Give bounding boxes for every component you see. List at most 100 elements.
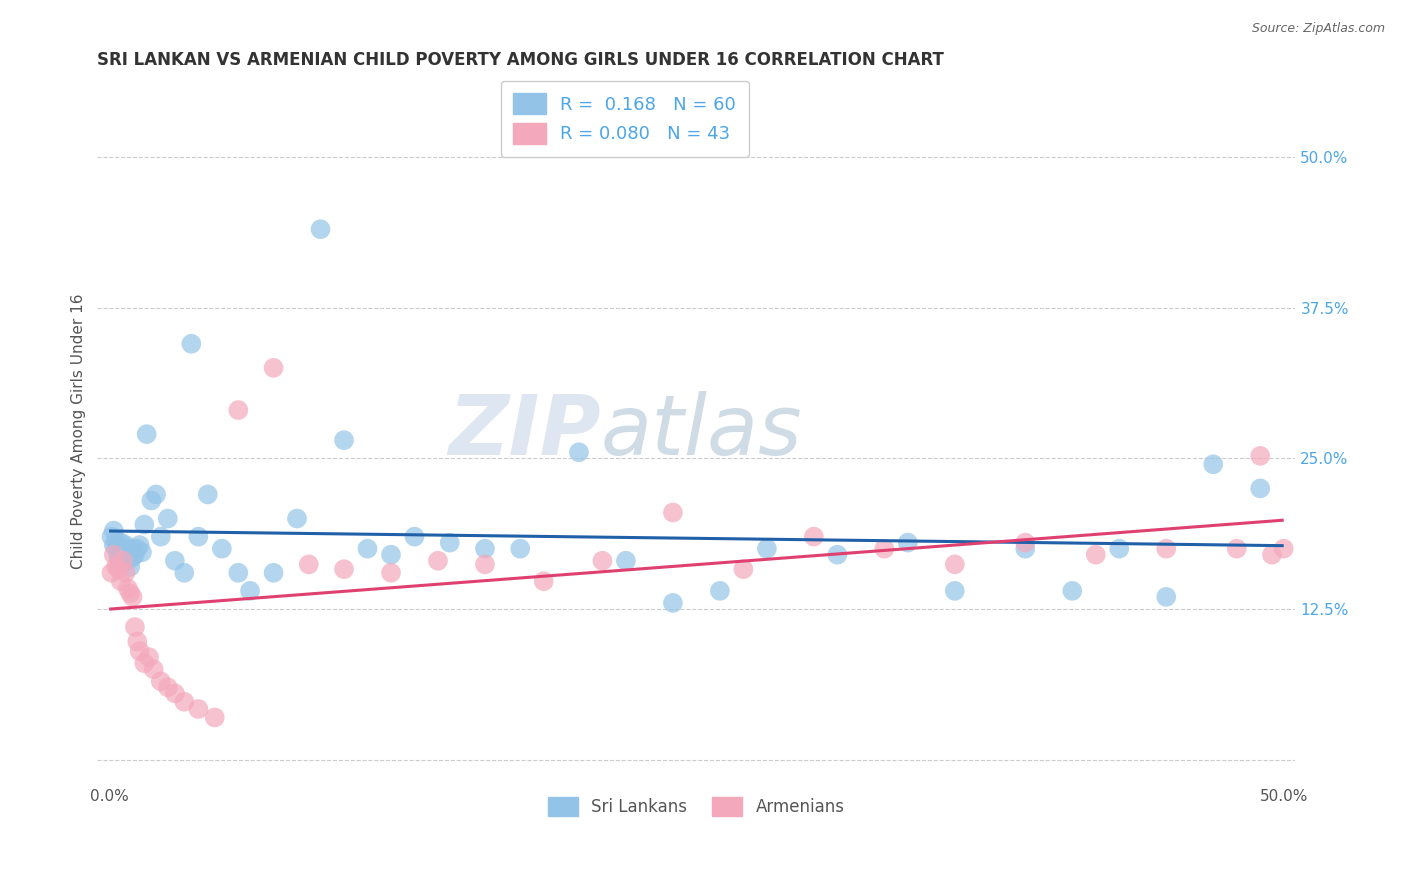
Point [380, 548, 402, 562]
Point [1202, 458, 1225, 472]
Point [427, 554, 450, 568]
Point [533, 574, 555, 589]
Point [226, 566, 249, 580]
Point [873, 541, 896, 556]
Point [124, 548, 146, 562]
Point [1154, 590, 1177, 604]
Point [187, 530, 209, 544]
Point [1272, 541, 1295, 556]
Point [114, 538, 136, 552]
Point [112, 554, 135, 568]
Point [163, 554, 186, 568]
Point [298, 558, 321, 572]
Point [474, 541, 496, 556]
Point [112, 554, 135, 568]
Point [897, 535, 920, 549]
Point [103, 524, 125, 538]
Point [1226, 541, 1249, 556]
Point [211, 541, 233, 556]
Point [112, 548, 135, 562]
Point [103, 538, 125, 552]
Point [114, 550, 136, 565]
Point [827, 548, 849, 562]
Point [591, 554, 613, 568]
Point [128, 538, 150, 552]
Point [134, 517, 156, 532]
Point [439, 535, 461, 549]
Point [1108, 541, 1130, 556]
Point [662, 596, 685, 610]
Point [117, 582, 139, 596]
Point [755, 541, 778, 556]
Point [131, 545, 153, 559]
Point [204, 710, 226, 724]
Point [117, 554, 139, 568]
Point [1249, 449, 1271, 463]
Point [309, 222, 332, 236]
Point [121, 550, 143, 565]
Point [107, 562, 129, 576]
Point [197, 487, 219, 501]
Point [156, 681, 179, 695]
Point [333, 562, 356, 576]
Point [943, 583, 966, 598]
Point [226, 403, 249, 417]
Point [105, 533, 128, 548]
Point [180, 336, 202, 351]
Point [120, 559, 142, 574]
Point [107, 550, 129, 565]
Point [380, 566, 402, 580]
Point [1014, 535, 1036, 549]
Point [100, 566, 122, 580]
Point [1249, 482, 1271, 496]
Point [103, 548, 125, 562]
Point [1062, 583, 1084, 598]
Point [100, 530, 122, 544]
Point [117, 541, 139, 556]
Point [156, 511, 179, 525]
Point [149, 530, 172, 544]
Point [733, 562, 755, 576]
Text: atlas: atlas [600, 391, 803, 472]
Text: SRI LANKAN VS ARMENIAN CHILD POVERTY AMONG GIRLS UNDER 16 CORRELATION CHART: SRI LANKAN VS ARMENIAN CHILD POVERTY AMO… [97, 51, 945, 69]
Point [105, 541, 128, 556]
Point [263, 360, 285, 375]
Point [187, 702, 209, 716]
Point [1261, 548, 1284, 562]
Point [943, 558, 966, 572]
Point [114, 566, 136, 580]
Point [110, 574, 132, 589]
Point [121, 541, 143, 556]
Point [149, 674, 172, 689]
Text: Source: ZipAtlas.com: Source: ZipAtlas.com [1251, 22, 1385, 36]
Point [121, 590, 143, 604]
Point [509, 541, 531, 556]
Point [120, 586, 142, 600]
Point [474, 558, 496, 572]
Point [1014, 541, 1036, 556]
Point [1154, 541, 1177, 556]
Legend: Sri Lankans, Armenians: Sri Lankans, Armenians [540, 789, 853, 825]
Point [134, 656, 156, 670]
Point [333, 433, 356, 447]
Point [356, 541, 378, 556]
Point [107, 545, 129, 559]
Point [1084, 548, 1107, 562]
Point [127, 634, 149, 648]
Point [263, 566, 285, 580]
Point [803, 530, 825, 544]
Point [404, 530, 426, 544]
Point [145, 487, 167, 501]
Point [110, 535, 132, 549]
Point [709, 583, 731, 598]
Point [127, 541, 149, 556]
Point [138, 650, 160, 665]
Text: ZIP: ZIP [449, 391, 600, 472]
Point [285, 511, 308, 525]
Point [173, 695, 195, 709]
Point [568, 445, 591, 459]
Point [173, 566, 195, 580]
Point [163, 686, 186, 700]
Point [105, 559, 128, 574]
Point [142, 662, 165, 676]
